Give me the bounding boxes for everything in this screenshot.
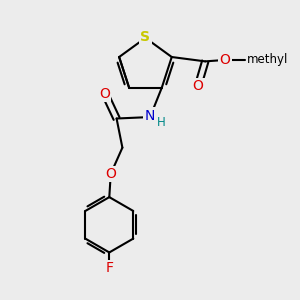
Text: O: O	[220, 53, 230, 67]
Text: N: N	[145, 109, 155, 123]
Text: S: S	[140, 30, 150, 44]
Text: O: O	[100, 87, 110, 101]
Text: methyl: methyl	[247, 53, 288, 66]
Text: F: F	[105, 262, 113, 275]
Text: O: O	[105, 167, 116, 181]
Text: H: H	[157, 116, 166, 129]
Text: O: O	[193, 79, 203, 93]
